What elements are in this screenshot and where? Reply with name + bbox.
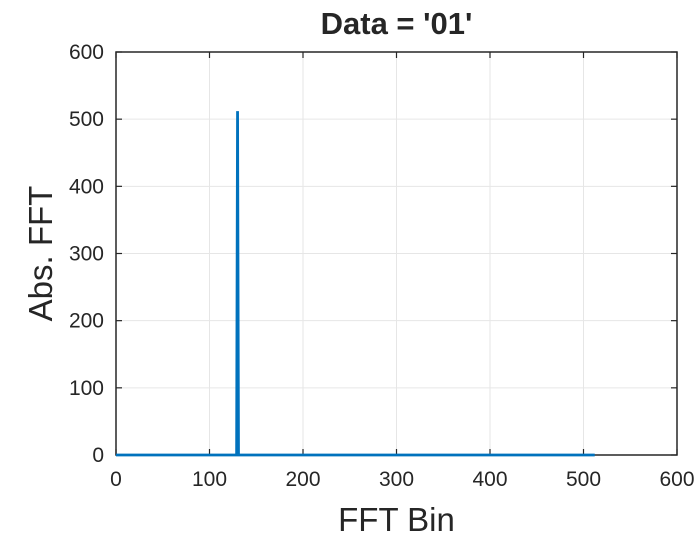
y-tick-label: 500	[69, 108, 104, 131]
y-axis-label: Abs. FFT	[22, 186, 59, 322]
x-tick-label: 100	[192, 468, 227, 491]
x-tick-label: 600	[659, 468, 694, 491]
series-layer	[116, 111, 595, 457]
x-tick-label: 300	[379, 468, 414, 491]
chart-title: Data = '01'	[321, 6, 473, 41]
x-tick-label: 200	[285, 468, 320, 491]
x-tick-label: 0	[110, 468, 122, 491]
y-tick-label: 0	[92, 444, 104, 467]
x-tick-label: 400	[472, 468, 507, 491]
x-axis-label: FFT Bin	[338, 501, 455, 537]
ticks: 0 100 200 300 400 500 600 0 100 200 300 400 500 600	[69, 41, 695, 491]
y-tick-label: 400	[69, 175, 104, 198]
y-tick-label: 600	[69, 41, 104, 64]
series-line-0	[116, 111, 595, 457]
y-tick-label: 300	[69, 243, 104, 266]
grid	[115, 51, 678, 456]
x-tick-label: 500	[566, 468, 601, 491]
y-tick-label: 200	[69, 310, 104, 333]
y-tick-label: 100	[69, 377, 104, 400]
